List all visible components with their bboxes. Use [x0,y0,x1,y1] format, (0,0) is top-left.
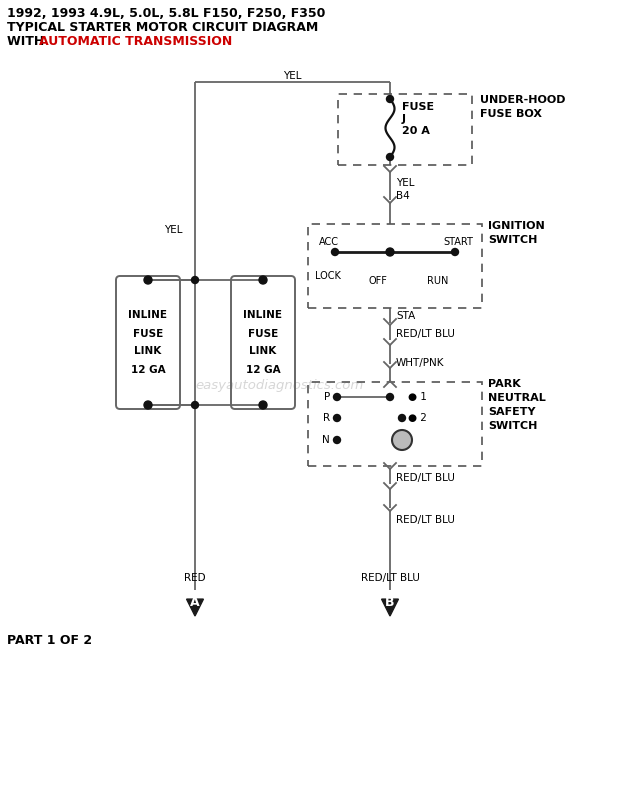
Text: B: B [385,597,395,610]
Circle shape [192,402,198,409]
Circle shape [144,401,152,409]
Circle shape [392,430,412,450]
Text: IGNITION: IGNITION [488,221,544,231]
Text: AUTOMATIC TRANSMISSION: AUTOMATIC TRANSMISSION [39,35,232,48]
Text: WHT/PNK: WHT/PNK [396,358,444,368]
Text: YEL: YEL [283,71,302,81]
Text: INLINE: INLINE [129,310,167,320]
Circle shape [452,249,459,255]
Text: easyautodiagnostics.com: easyautodiagnostics.com [196,378,364,391]
Text: RED/LT BLU: RED/LT BLU [396,329,455,339]
Circle shape [331,249,339,255]
Circle shape [386,394,394,401]
Text: RUN: RUN [427,276,449,286]
Text: YEL: YEL [396,178,415,188]
Text: D: D [398,435,406,445]
Circle shape [144,276,152,284]
Text: PART 1 OF 2: PART 1 OF 2 [7,634,92,646]
Polygon shape [381,599,399,616]
Bar [308,382,482,466]
Text: FUSE: FUSE [133,329,163,338]
Text: RED/LT BLU: RED/LT BLU [396,473,455,483]
Text: RED/LT BLU: RED/LT BLU [396,515,455,525]
Text: START: START [443,237,473,247]
Circle shape [399,414,405,422]
Text: RED/LT BLU: RED/LT BLU [360,573,420,583]
Text: WITH: WITH [7,35,49,48]
Text: A: A [190,597,200,610]
Circle shape [334,437,341,443]
Text: ACC: ACC [319,237,339,247]
Text: OFF: OFF [368,276,387,286]
Circle shape [386,154,394,161]
Text: FUSE BOX: FUSE BOX [480,109,542,119]
Text: 12 GA: 12 GA [246,365,281,375]
Text: UNDER-HOOD: UNDER-HOOD [480,95,565,105]
Text: N: N [322,435,330,445]
Text: FUSE: FUSE [402,102,434,112]
Text: INLINE: INLINE [243,310,282,320]
Text: 1992, 1993 4.9L, 5.0L, 5.8L F150, F250, F350: 1992, 1993 4.9L, 5.0L, 5.8L F150, F250, … [7,7,325,20]
Text: NEUTRAL: NEUTRAL [488,393,546,403]
Text: SAFETY: SAFETY [488,407,536,417]
Text: LINK: LINK [250,346,277,356]
Text: LINK: LINK [134,346,162,356]
Circle shape [259,276,267,284]
Text: SWITCH: SWITCH [488,421,538,431]
Circle shape [192,277,198,283]
Polygon shape [187,599,203,616]
Text: FUSE: FUSE [248,329,278,338]
Text: LOCK: LOCK [315,271,341,281]
Text: RED: RED [184,573,206,583]
Text: J: J [402,114,406,124]
Circle shape [259,401,267,409]
Text: P: P [324,392,330,402]
Text: B4: B4 [396,191,410,201]
Text: TYPICAL STARTER MOTOR CIRCUIT DIAGRAM: TYPICAL STARTER MOTOR CIRCUIT DIAGRAM [7,21,318,34]
Circle shape [334,414,341,422]
Text: PARK: PARK [488,379,521,389]
Bar [338,94,472,165]
Text: YEL: YEL [164,225,183,235]
Text: 12 GA: 12 GA [130,365,165,375]
Text: ● 1: ● 1 [408,392,427,402]
Text: ● 2: ● 2 [408,413,427,423]
Text: 20 A: 20 A [402,126,430,136]
Text: R: R [323,413,330,423]
Circle shape [386,95,394,102]
Text: SWITCH: SWITCH [488,235,538,245]
Text: STA: STA [396,311,415,321]
Bar [308,224,482,308]
Circle shape [386,248,394,256]
Circle shape [334,394,341,401]
